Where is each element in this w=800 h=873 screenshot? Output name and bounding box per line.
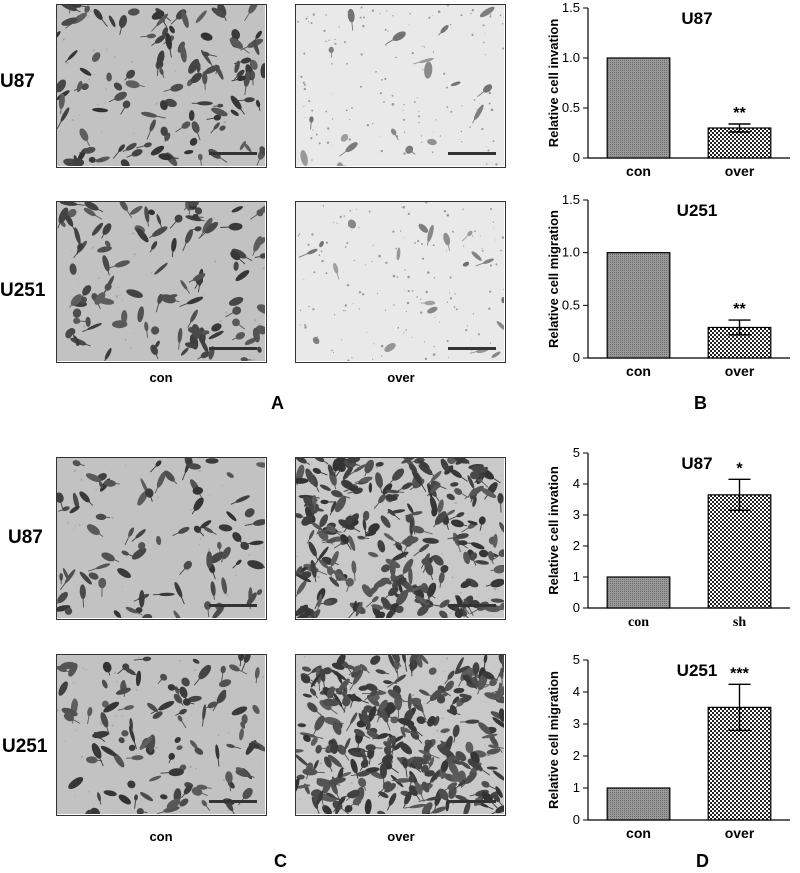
y-tick-label: 0.5 — [562, 100, 580, 115]
y-axis-label: Relative cell migration — [546, 671, 561, 809]
micrograph-u87-over-bottom — [295, 457, 506, 620]
bar-sh — [707, 494, 772, 609]
micrograph-u251-over-top — [295, 201, 506, 363]
bar-con — [606, 576, 671, 609]
significance-label: ** — [733, 105, 746, 122]
chart-title: U87 — [681, 9, 712, 28]
panel-letter-d: D — [696, 851, 709, 871]
row-label-u87-top: U87 — [0, 71, 35, 92]
y-tick-label: 0 — [573, 600, 580, 615]
y-tick-label: 5 — [573, 445, 580, 460]
y-tick-label: 1.0 — [562, 50, 580, 65]
x-tick-label: con — [628, 615, 649, 630]
bar-con — [606, 57, 671, 159]
y-tick-label: 0 — [573, 150, 580, 165]
bar-over — [707, 127, 772, 159]
bar-con — [606, 787, 671, 821]
micrograph-u87-over-top — [295, 4, 506, 168]
micrograph-u87-con-top — [56, 4, 267, 168]
panel-letter-a: A — [271, 393, 284, 413]
significance-label: *** — [730, 665, 749, 682]
col-label-con-top: con — [149, 370, 173, 385]
chart-title: U251 — [677, 661, 718, 680]
y-tick-label: 2 — [573, 748, 580, 763]
bar-con — [606, 252, 671, 359]
y-tick-label: 3 — [573, 507, 580, 522]
col-label-over-bottom: over — [387, 829, 415, 844]
y-tick-label: 4 — [573, 684, 580, 699]
micrograph-u251-over-bottom — [295, 654, 506, 816]
y-tick-label: 1 — [573, 569, 580, 584]
x-tick-label: over — [725, 163, 755, 179]
y-axis-label: Relative cell invation — [546, 19, 561, 148]
col-label-over-top: over — [387, 370, 415, 385]
col-label-con-bottom: con — [149, 829, 173, 844]
y-tick-label: 1.5 — [562, 0, 580, 15]
y-tick-label: 4 — [573, 476, 580, 491]
x-tick-label: sh — [733, 615, 746, 630]
chart-u251-migration-bottom: 0 1 2 3 4 5 Relative cell migration U251 con *** o… — [546, 652, 790, 841]
x-tick-label: over — [725, 825, 755, 841]
panel-letter-c: C — [274, 851, 287, 871]
y-tick-label: 0 — [573, 812, 580, 827]
x-tick-label: con — [626, 363, 651, 379]
x-tick-label: over — [725, 363, 755, 379]
y-tick-label: 5 — [573, 652, 580, 667]
row-label-u251-bottom: U251 — [2, 736, 48, 757]
row-label-u251-top: U251 — [0, 280, 46, 301]
panel-letter-b: B — [694, 393, 707, 413]
y-tick-label: 1 — [573, 780, 580, 795]
micrograph-u251-con-top — [56, 201, 267, 363]
micrograph-u251-con-bottom — [56, 654, 267, 816]
y-axis-label: Relative cell invation — [546, 466, 561, 595]
y-tick-label: 1.0 — [562, 245, 580, 260]
row-label-u87-bottom: U87 — [8, 527, 43, 548]
y-tick-label: 3 — [573, 716, 580, 731]
y-axis-label: Relative cell migration — [546, 210, 561, 348]
chart-title: U251 — [677, 201, 718, 220]
x-tick-label: con — [626, 163, 651, 179]
chart-u87-invation-bottom: 0 1 2 3 4 5 Relative cell invation U87 con * sh — [546, 445, 790, 630]
significance-label: * — [736, 460, 743, 477]
y-tick-label: 2 — [573, 538, 580, 553]
y-tick-label: 1.5 — [562, 192, 580, 207]
x-tick-label: con — [626, 825, 651, 841]
chart-title: U87 — [681, 454, 712, 473]
y-tick-label: 0 — [573, 350, 580, 365]
y-tick-label: 0.5 — [562, 297, 580, 312]
micrograph-u87-con-bottom — [56, 457, 267, 620]
significance-label: ** — [733, 301, 746, 318]
